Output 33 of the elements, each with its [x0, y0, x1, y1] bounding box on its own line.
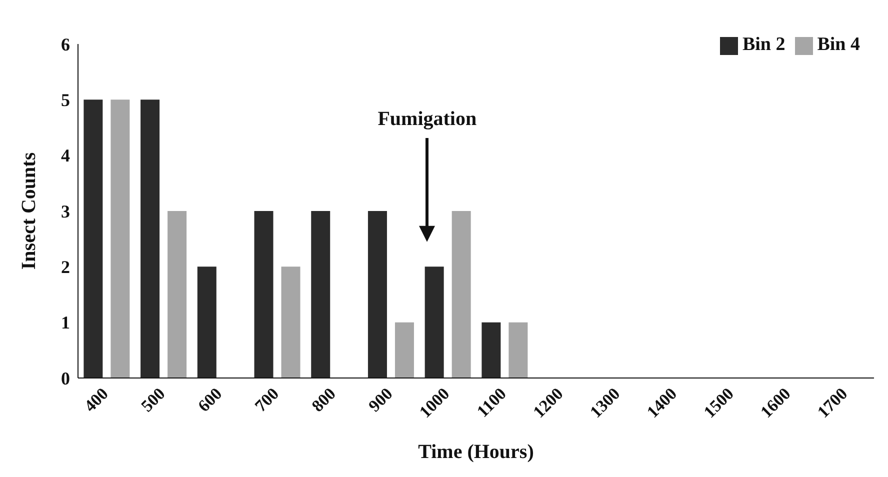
x-tick-label: 1100: [473, 384, 510, 421]
x-axis-title: Time (Hours): [418, 441, 534, 463]
bar: [281, 266, 300, 378]
x-tick-label: 500: [137, 384, 169, 416]
y-tick-label: 5: [61, 90, 70, 110]
bar: [482, 322, 501, 378]
y-tick-label: 3: [61, 201, 70, 222]
x-tick-label: 400: [80, 384, 112, 416]
bar: [368, 211, 387, 378]
bar: [508, 322, 528, 378]
bar: [84, 100, 103, 378]
bar: [168, 211, 187, 378]
bar: [394, 322, 414, 378]
x-tick-label: 800: [308, 384, 340, 416]
bar: [424, 266, 444, 378]
x-tick-label: 600: [194, 384, 226, 416]
bar: [311, 211, 330, 378]
legend-label: Bin 2: [742, 34, 786, 55]
x-tick-label: 900: [364, 384, 396, 416]
x-tick-label: 700: [251, 384, 283, 416]
bar: [197, 266, 216, 378]
bar: [254, 211, 274, 378]
bar: [452, 211, 471, 378]
y-tick-label: 2: [61, 257, 70, 278]
y-axis-title: Insect Counts: [18, 152, 40, 270]
y-tick-label: 6: [61, 34, 70, 54]
annotation: Fumigation: [376, 108, 478, 132]
y-tick-label: 1: [61, 312, 70, 333]
legend-label: Bin 4: [817, 34, 860, 55]
bar: [110, 100, 130, 378]
y-tick-label: 0: [61, 368, 70, 388]
y-tick-label: 4: [61, 146, 70, 166]
bar: [140, 100, 160, 378]
